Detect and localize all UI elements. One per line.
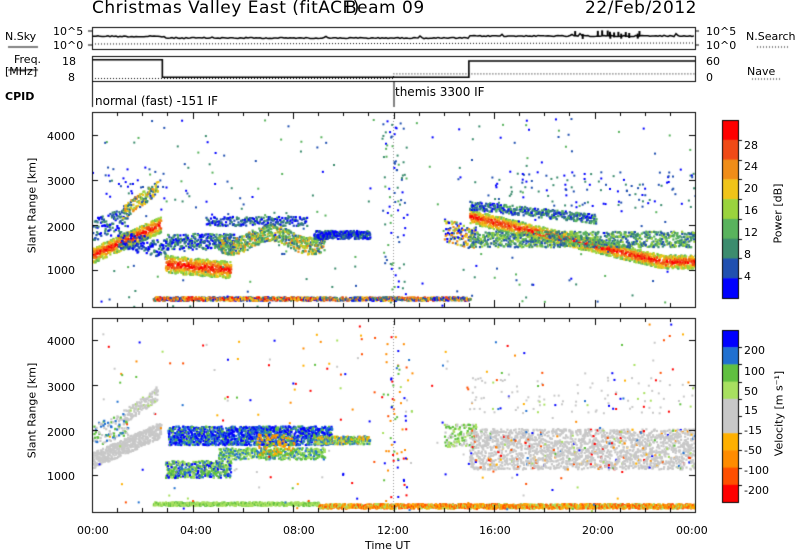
cpid-mode-themis: themis 3300 IF [395,85,485,99]
power-ytick-2000: 2000 [47,221,75,234]
vel-ylabel: Slant Range [km] [25,362,39,459]
nsky-tick-low: 10^0 [53,39,84,52]
freq-tick-high: 18 [62,55,76,68]
freq-tick-low: 8 [68,71,75,84]
vel-cb-15: 15 [744,404,758,417]
nave-label: Nave [747,65,776,78]
power-cb-20: 20 [744,182,758,195]
vel-ytick-2000: 2000 [47,426,75,439]
power-cb-label: Power [dB] [771,183,785,244]
nave-tick-low: 0 [706,71,713,84]
power-ytick-3000: 3000 [47,175,75,188]
nave-tick-high: 60 [706,55,720,68]
nsearch-label: N.Search [746,30,796,43]
vel-cb-100: 100 [744,365,765,378]
xtick-1600: 16:00 [479,524,511,537]
power-ytick-1000: 1000 [47,264,75,277]
vel-cb-neg15: -15 [744,424,762,437]
nsearch-tick-high: 10^5 [706,25,737,38]
nsearch-tick-low: 10^0 [706,39,737,52]
cpid-label: CPID [5,90,35,103]
power-ylabel: Slant Range [km] [25,157,39,254]
xtick-2400: 00:00 [676,524,708,537]
power-cb-16: 16 [744,204,758,217]
xtick-0400: 04:00 [180,524,212,537]
cpid-mode-normal: normal (fast) -151 IF [95,94,219,108]
power-ytick-4000: 4000 [47,130,75,143]
date-label: 22/Feb/2012 [585,0,697,18]
freq-unit-label: [MHz] [5,65,38,78]
power-cb-4: 4 [744,270,751,283]
nsky-tick-high: 10^5 [53,25,84,38]
power-cb-12: 12 [744,226,758,239]
power-cb-24: 24 [744,160,758,173]
vel-ytick-3000: 3000 [47,381,75,394]
freq-label: Freq. [14,53,42,66]
xtick-0800: 08:00 [283,524,315,537]
xtick-1200: 12:00 [377,524,409,537]
beam-label: Beam 09 [345,0,425,18]
xaxis-label: Time UT [365,539,411,552]
power-cb-28: 28 [744,139,758,152]
vel-cb-50: 50 [744,385,758,398]
xtick-2000: 20:00 [582,524,614,537]
vel-cb-label: Velocity [m s⁻¹] [772,370,786,457]
nsky-label: N.Sky [5,30,37,43]
vel-cb-neg100: -100 [744,464,769,477]
xtick-0000: 00:00 [77,524,109,537]
power-cb-8: 8 [744,248,751,261]
vel-cb-neg50: -50 [744,444,762,457]
station-title: Christmas Valley East (fitACF) [92,0,360,18]
vel-cb-200: 200 [744,344,765,357]
vel-cb-neg200: -200 [744,484,769,497]
vel-ytick-4000: 4000 [47,335,75,348]
vel-ytick-1000: 1000 [47,470,75,483]
